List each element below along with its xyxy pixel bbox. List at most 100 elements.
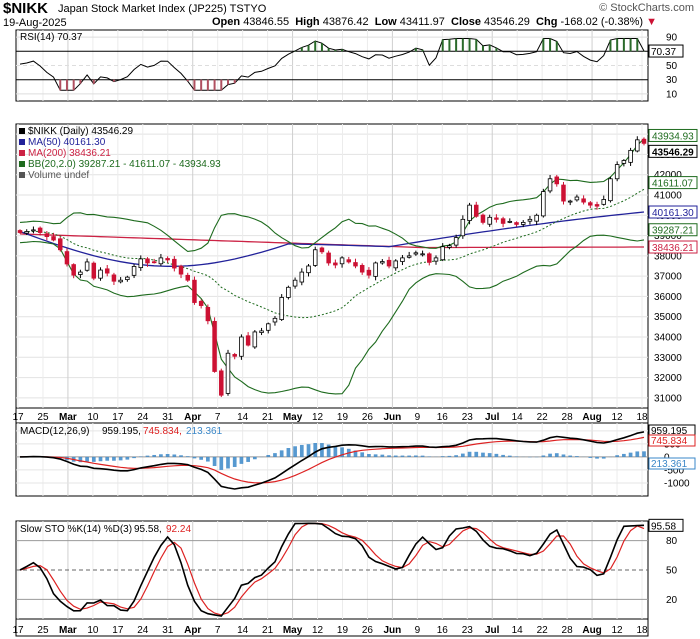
candle-body (567, 200, 573, 203)
macd-histogram-bar (400, 455, 405, 457)
x-axis-label-bottom: 12 (312, 625, 324, 636)
candle-body (594, 204, 600, 207)
macd-histogram-bar (487, 453, 492, 457)
macd-histogram-bar (467, 451, 472, 457)
macd-histogram-bar (266, 454, 271, 457)
x-axis-label-bottom: Aug (582, 625, 601, 636)
macd-histogram-bar (98, 456, 103, 462)
x-axis-label-bottom: 14 (512, 625, 524, 636)
bb-upper-line (19, 138, 645, 252)
x-axis-label: 14 (237, 412, 249, 423)
candle-body (58, 238, 63, 251)
x-axis-label-bottom: Apr (184, 625, 201, 636)
macd-histogram-bar (628, 452, 633, 457)
x-axis-label-bottom: 23 (462, 625, 474, 636)
candle-body (17, 230, 23, 233)
x-axis-label: 26 (362, 412, 374, 423)
macd-histogram-bar (326, 444, 331, 457)
index-name: Japan Stock Market Index (JP225) TSTYO (58, 3, 266, 15)
price-value-tag-text: 43546.29 (652, 147, 694, 158)
price-value-tag-text: 40161.30 (652, 208, 694, 219)
candle-body (447, 245, 452, 248)
macd-histogram-bar (125, 456, 130, 460)
candle-body (319, 247, 325, 253)
macd-histogram-bar (118, 456, 123, 461)
panel-xa1 (15, 407, 649, 424)
x-axis-label-bottom: 12 (611, 625, 623, 636)
candle-body (494, 217, 499, 220)
candle-body (487, 216, 492, 225)
ohlc-line: Open 43846.55 High 43876.42 Low 43411.97… (212, 16, 657, 28)
macd-histogram-bar (299, 444, 304, 457)
x-axis-label: 16 (437, 412, 449, 423)
macd-histogram-bar (232, 456, 237, 467)
chg-label: Chg (536, 16, 558, 28)
exchange: TSTYO (229, 3, 267, 15)
x-axis-label-bottom: 7 (215, 625, 221, 636)
macd-histogram-bar (333, 446, 338, 457)
rsi-value-tag-text: 70.37 (651, 47, 676, 58)
price-tick-label: 31000 (654, 393, 682, 404)
candle-body (433, 257, 439, 262)
date: 19-Aug-2025 (3, 17, 67, 29)
symbol-title: $NIKK (3, 0, 48, 17)
price-tick-label: 33000 (654, 353, 682, 364)
macd-histogram-bar (246, 456, 250, 462)
macd-histogram-bar (481, 452, 485, 457)
sto-tick-label: 20 (666, 595, 678, 606)
macd-value-tag-text: 745.834 (651, 436, 688, 447)
macd-histogram-bar (320, 443, 324, 457)
macd-histogram-bar (454, 455, 458, 457)
close-value: 43546.29 (484, 16, 530, 28)
macd-histogram-bar (414, 455, 418, 457)
candle-body (541, 191, 546, 217)
candle-body (534, 214, 539, 222)
x-axis-label: Mar (59, 412, 77, 423)
candle-body (198, 300, 204, 306)
candle-body (614, 164, 620, 180)
candle-body (219, 370, 224, 396)
macd-histogram-bar (185, 456, 190, 457)
candle-body (185, 274, 190, 281)
macd-histogram-bar (635, 451, 640, 457)
x-axis-label-bottom: 31 (162, 625, 174, 636)
x-axis-label-bottom: 25 (37, 625, 49, 636)
price-legend-entry: BB(20,2.0) 39287.21 - 41611.07 - 43934.9… (28, 159, 221, 170)
price-value-tag (648, 144, 698, 158)
candle-body (178, 265, 184, 275)
index-name-text: Japan Stock Market Index (JP225) (58, 3, 227, 15)
macd-histogram-bar (393, 455, 398, 457)
candle-body (380, 261, 385, 264)
candle-body (628, 149, 633, 163)
candle-body (266, 323, 271, 331)
x-axis-label: Jul (485, 412, 500, 423)
candle-body (145, 258, 150, 264)
macd-histogram-bar (447, 455, 452, 457)
price-tick-label: 35000 (654, 312, 682, 323)
macd-histogram-bar (212, 456, 217, 467)
x-axis-label: 28 (562, 412, 574, 423)
sto-k-line (19, 522, 645, 617)
legend-swatch (19, 128, 25, 134)
macd-histogram-bar (159, 454, 163, 457)
x-axis-label-bottom: 9 (415, 625, 421, 636)
candle-body (172, 258, 177, 269)
high-label: High (295, 16, 320, 28)
macd-histogram-bar (239, 456, 244, 464)
candle-body (608, 178, 613, 202)
symbol: $NIKK (3, 0, 49, 17)
macd-histogram-bar (507, 455, 512, 457)
x-axis-label: 31 (162, 412, 174, 423)
candle-body (520, 221, 526, 225)
candle-body (326, 252, 331, 264)
candle-body (581, 198, 586, 203)
macd-histogram-bar (293, 446, 297, 457)
price-tick-label: 34000 (654, 333, 682, 344)
axis-labels: 4400043000420004100040000390003800037000… (12, 32, 698, 636)
macd-histogram-bar (306, 444, 311, 457)
macd-histogram-bar (460, 453, 465, 457)
price-legend-entry: $NIKK (Daily) 43546.29 (28, 126, 133, 137)
macd-histogram-bar (313, 443, 318, 457)
high-value: 43876.42 (322, 16, 369, 28)
open-label: Open (212, 16, 241, 28)
